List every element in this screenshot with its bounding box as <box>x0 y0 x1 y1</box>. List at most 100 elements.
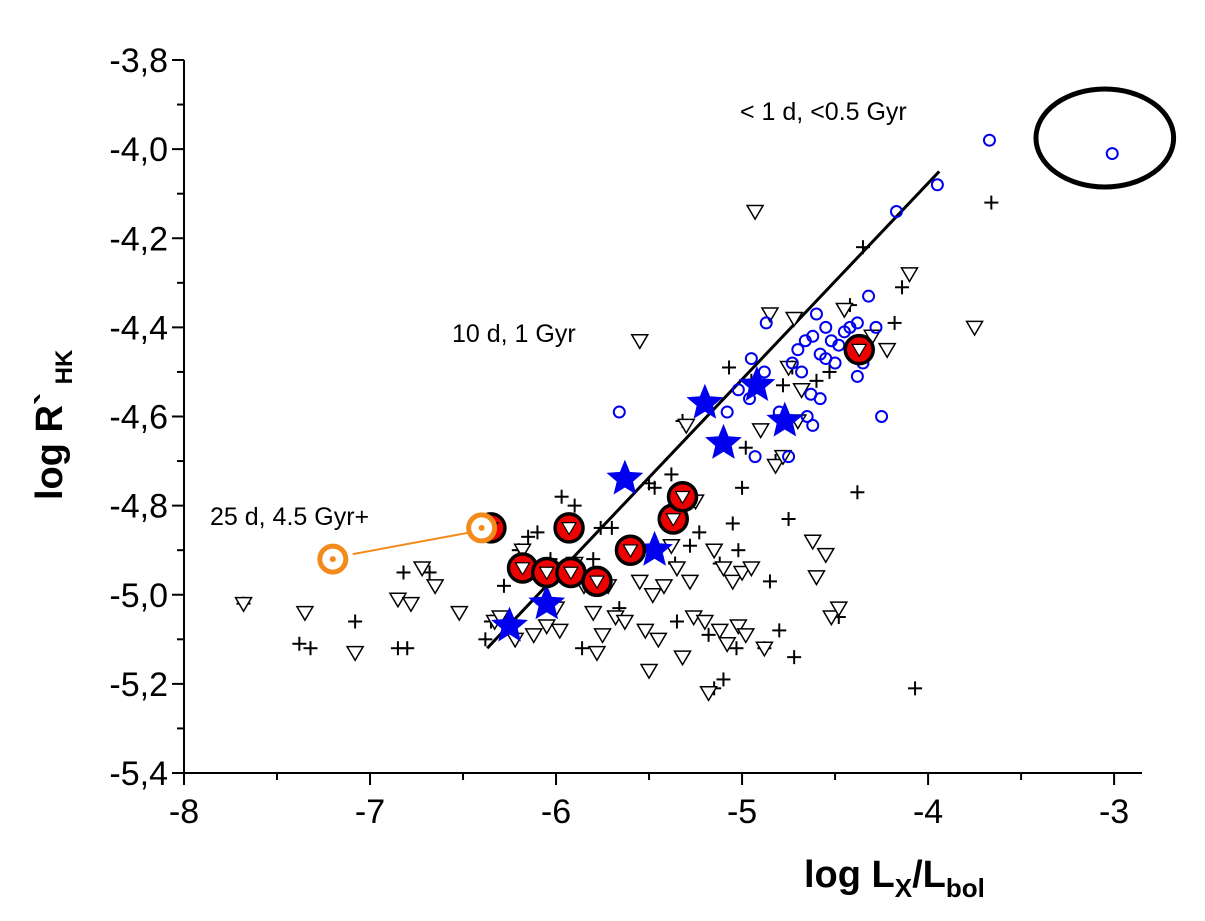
triangle-point <box>667 561 687 578</box>
triangle-point <box>593 628 612 644</box>
fit-line-group <box>352 86 1177 650</box>
cross-point <box>729 641 744 656</box>
sun-symbol <box>317 543 349 575</box>
sun-symbol-2 <box>466 512 498 544</box>
triangle-point <box>877 342 897 359</box>
red-circle-point <box>581 565 613 598</box>
triangle-point <box>636 623 655 640</box>
triangle-point <box>760 307 780 324</box>
cross-point <box>575 641 590 656</box>
triangle-point <box>630 333 650 350</box>
blue-circle-point <box>813 392 827 406</box>
triangle-point <box>729 619 748 636</box>
triangle-point <box>513 543 532 560</box>
blue-circle-point <box>782 450 796 464</box>
cross-point <box>908 681 923 696</box>
y-tick-label: -5,4 <box>109 755 168 793</box>
triangle-point <box>676 418 696 435</box>
triangle-point <box>766 458 785 475</box>
triangle-point <box>643 588 663 604</box>
y-tick-label: -3,8 <box>109 42 168 80</box>
triangle-point <box>401 596 421 613</box>
data-points <box>234 133 1119 702</box>
red-circle-point <box>555 556 587 589</box>
cross-point <box>887 315 902 330</box>
blue-circle-point <box>850 369 864 383</box>
blue-star-point <box>491 606 528 642</box>
triangle-point <box>295 605 315 622</box>
x-tick-label: -8 <box>169 793 199 831</box>
cross-point <box>496 578 511 593</box>
x-tick-label: -6 <box>541 793 571 831</box>
cross-point <box>822 364 837 379</box>
x-tick-label: -7 <box>355 793 385 831</box>
triangle-point <box>736 628 756 644</box>
x-tick-label: -3 <box>1099 793 1129 831</box>
cross-point <box>664 467 679 482</box>
cross-point <box>682 538 697 553</box>
cross-point <box>762 574 777 589</box>
red-circle-point <box>843 333 876 366</box>
cross-point <box>586 552 601 567</box>
red-circle-triangle <box>514 562 531 576</box>
x-axis-title-mid: /L <box>912 854 946 896</box>
triangle-point <box>803 534 823 551</box>
triangle-point <box>717 637 737 653</box>
cross-point <box>850 485 865 500</box>
blue-circle-point <box>785 356 799 370</box>
triangle-point <box>583 605 603 622</box>
blue-circle-point <box>875 410 889 423</box>
blue-star-point <box>738 365 776 401</box>
blue-circle-point <box>612 405 626 419</box>
blue-circle-point <box>806 418 820 432</box>
x-axis-title-sub1: X <box>895 873 913 903</box>
triangle-point <box>699 686 718 702</box>
x-tick-label: -4 <box>913 793 943 831</box>
y-axis-ticks: -5,4 -5,2 -5,0 -4,8 -4,6 -4,4 -4,2 -4,0 -3,8 <box>109 42 184 793</box>
triangle-point <box>425 579 445 595</box>
triangle-point <box>490 610 510 627</box>
annotation-mid: 10 d, 1 Gyr <box>452 320 576 348</box>
sun-connector-line <box>352 531 468 556</box>
blue-circle-point <box>869 320 883 334</box>
blue-circle-point <box>982 133 996 147</box>
red-circle-point <box>553 512 585 544</box>
triangle-point <box>412 561 432 578</box>
cross-point <box>292 636 307 651</box>
triangle-point <box>388 592 408 609</box>
cross-point <box>604 520 619 535</box>
blue-circle-point <box>791 343 805 357</box>
blue-star-point <box>686 383 724 419</box>
blue-circle-point <box>759 316 773 330</box>
cross-point <box>738 440 753 455</box>
triangle-point <box>755 641 774 658</box>
triangle-point <box>345 645 365 662</box>
x-axis-title-main: log L <box>804 854 895 896</box>
blue-circle-point <box>809 307 823 321</box>
blue-circle-point <box>828 356 842 370</box>
blue-circle-point <box>795 365 809 379</box>
sun-dot <box>329 556 336 563</box>
x-tick-label: -5 <box>727 793 757 831</box>
triangle-point <box>822 610 841 627</box>
blue-circle-point <box>889 205 903 219</box>
triangle-point <box>710 623 730 640</box>
triangle-point <box>695 614 715 631</box>
triangle-point <box>537 619 557 636</box>
blue-circle-point <box>720 405 734 419</box>
red-circle-triangle <box>674 490 691 505</box>
red-circle-triangle <box>588 575 606 590</box>
blue-circle-point <box>748 450 762 464</box>
cross-point <box>478 632 493 647</box>
cross-point <box>772 623 787 638</box>
red-circle-point <box>614 534 647 566</box>
triangle-point <box>714 561 733 578</box>
cross-point <box>809 373 824 388</box>
triangle-point <box>835 302 854 319</box>
triangle-point <box>829 601 849 618</box>
blue-star-point <box>705 423 742 459</box>
blue-star-point <box>528 584 566 620</box>
triangle-point <box>784 311 804 328</box>
triangle-point <box>673 650 692 667</box>
y-axis-title-sub: HK <box>51 349 78 384</box>
